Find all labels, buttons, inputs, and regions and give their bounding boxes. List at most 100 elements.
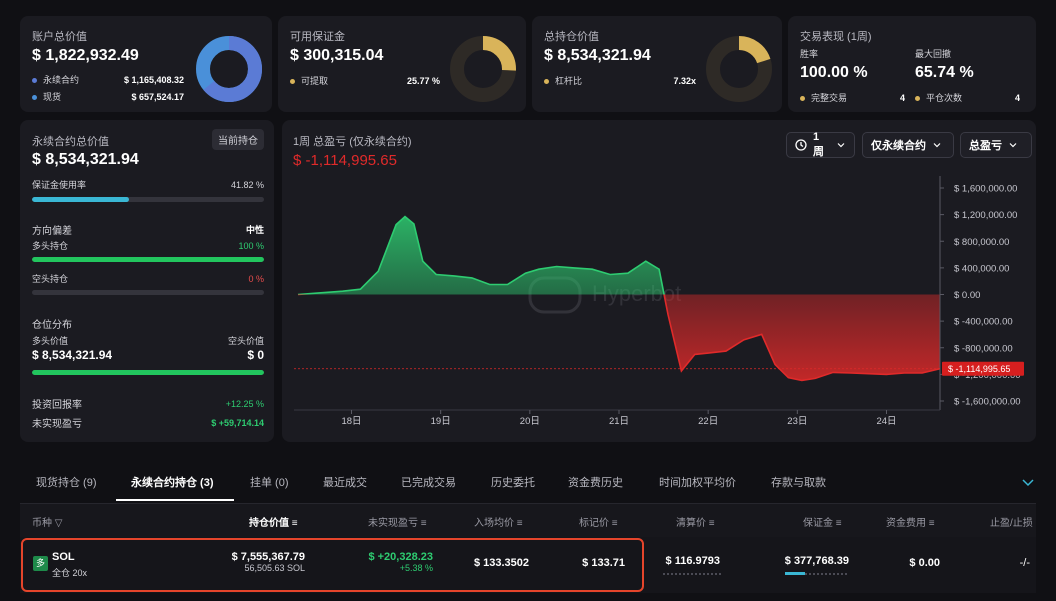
current-value-tag <box>942 361 1024 376</box>
period-dropdown[interactable]: 1周 <box>786 131 855 158</box>
x-tick-label: 22日 <box>698 416 718 427</box>
tab-twap[interactable]: 时间加权平均价 <box>659 477 736 489</box>
short-bar <box>32 290 264 295</box>
bias-value: 中性 <box>245 225 264 235</box>
area-layer <box>297 215 941 382</box>
closed-row: 平仓次数 4 <box>915 91 1020 104</box>
spot-dot <box>32 95 37 101</box>
margin-usage-value: 41.82 % <box>230 179 264 190</box>
perp-total-value: $ 8,534,321.94 <box>32 151 139 168</box>
y-tick-label: $ -1,600,000.00 <box>954 397 1021 408</box>
drawdown-label: 最大回撤 <box>915 49 952 59</box>
short-label: 空头持仓 <box>32 274 69 284</box>
closed-value: 4 <box>1014 92 1020 103</box>
perp-dot <box>32 78 37 84</box>
filter-icon: ▽ <box>54 518 63 529</box>
col-mark[interactable]: 标记价 ≡ <box>579 514 618 529</box>
bias-label: 方向偏差 <box>32 226 72 237</box>
donut-perp-arc <box>196 36 262 102</box>
withdraw-dot <box>290 79 295 85</box>
table-row[interactable] <box>20 537 1036 593</box>
col-upnl[interactable]: 未实现盈亏 ≡ <box>368 514 427 529</box>
performance-card: 交易表现 (1周) 胜率 最大回撤 100.00 % 65.74 % 完整交易 … <box>788 16 1036 112</box>
y-tick-label: $ 400,000.00 <box>954 263 1009 274</box>
roi-label: 投资回报率 <box>32 400 82 411</box>
spot-row: 现货 $ 657,524.17 <box>32 90 184 103</box>
upnl-label: 未实现盈亏 <box>32 419 82 430</box>
tab-recent-trades[interactable]: 最近成交 <box>323 477 367 489</box>
scope-dropdown[interactable]: 仅永续合约 <box>862 132 954 158</box>
tab-open-orders[interactable]: 挂单 (0) <box>250 477 289 489</box>
margin-donut-arc <box>450 36 516 102</box>
current-value-label: $ -1,114,995.65 <box>948 364 1010 374</box>
chevron-down-icon <box>933 143 941 148</box>
margin-usage-label: 保证金使用率 <box>32 180 87 190</box>
account-value-title: 账户总价值 <box>32 31 87 43</box>
performance-title: 交易表现 (1周) <box>800 31 872 43</box>
y-tick-label: $ 800,000.00 <box>954 237 1009 248</box>
margin-usage-row: 保证金使用率 41.82 % <box>32 178 264 191</box>
tpsl-value[interactable]: -/- <box>1019 557 1030 569</box>
tab-order-history[interactable]: 历史委托 <box>491 477 535 489</box>
col-position-value[interactable]: 持仓价值 ≡ <box>249 514 298 529</box>
col-liq[interactable]: 清算价 ≡ <box>676 514 715 529</box>
col-margin-label: 保证金 <box>803 518 833 529</box>
coin-name[interactable]: SOL <box>52 551 75 563</box>
y-tick-label: $ -800,000.00 <box>954 343 1013 354</box>
spot-label: 现货 <box>43 92 62 102</box>
margin-usage-fill <box>32 197 130 202</box>
position-value: $ 8,534,321.94 <box>544 47 651 64</box>
upnl-value: $ +59,714.14 <box>211 417 264 428</box>
col-tpsl-label: 止盈/止损 <box>990 518 1033 529</box>
margin-mode: 全仓 20x <box>52 568 88 578</box>
tab-deposits-withdrawals[interactable]: 存款与取款 <box>771 477 826 489</box>
tab-completed-trades[interactable]: 已完成交易 <box>401 477 456 489</box>
dist-values-row: $ 8,534,321.94 $ 0 <box>32 348 264 362</box>
margin-amount: $ 377,768.39 <box>784 555 849 567</box>
completed-row: 完整交易 4 <box>800 91 905 104</box>
tab-funding-history[interactable]: 资金费历史 <box>568 477 623 489</box>
chevron-down-icon <box>1009 143 1017 148</box>
drawdown-value: 65.74 % <box>915 64 974 81</box>
col-entry[interactable]: 入场均价 ≡ <box>474 514 523 529</box>
collapse-chevron-icon[interactable] <box>1021 475 1035 489</box>
short-row: 空头持仓 0 % <box>32 272 264 285</box>
sort-icon: ≡ <box>928 518 935 529</box>
position-donut-arc <box>706 36 772 102</box>
margin-donut <box>450 36 516 102</box>
perp-value: $ 1,165,408.32 <box>123 74 184 85</box>
entry-price: $ 133.3502 <box>473 557 529 569</box>
position-size: 56,505.63 SOL <box>244 563 305 573</box>
positive-line <box>297 215 665 295</box>
col-funding-label: 资金费用 <box>886 518 926 529</box>
col-margin[interactable]: 保证金 ≡ <box>803 514 842 529</box>
margin-value: $ 300,315.04 <box>290 47 384 64</box>
tab-spot-holdings[interactable]: 现货持仓 (9) <box>36 477 97 489</box>
active-tab-underline <box>116 499 234 501</box>
position-value: $ 7,555,367.79 <box>231 551 305 563</box>
current-position-badge[interactable]: 当前持仓 <box>212 129 264 150</box>
available-margin-card: 可用保证金 $ 300,315.04 可提取 25.77 % <box>278 16 526 112</box>
margin-title: 可用保证金 <box>290 31 345 43</box>
col-entry-label: 入场均价 <box>474 518 514 529</box>
col-funding[interactable]: 资金费用 ≡ <box>886 514 935 529</box>
axis-layer: $ 1,600,000.00 $ 1,200,000.00 $ 800,000.00… <box>294 176 1024 427</box>
x-tick-label: 20日 <box>520 416 540 427</box>
mark-price: $ 133.71 <box>582 557 625 569</box>
col-mark-label: 标记价 <box>579 518 609 529</box>
chart-title: 1周 总盈亏 (仅永续合约) <box>293 136 412 148</box>
completed-value: 4 <box>899 92 905 103</box>
long-row: 多头持仓 100 % <box>32 239 264 252</box>
upnl-percent: +5.38 % <box>399 563 433 573</box>
x-tick-label: 24日 <box>876 416 896 427</box>
withdraw-label: 可提取 <box>301 76 329 86</box>
negative-area <box>298 294 940 381</box>
upnl-cell: $ +20,328.23 +5.38 % <box>330 551 433 573</box>
sort-icon: ≡ <box>420 518 427 529</box>
x-tick-label: 23日 <box>787 416 807 427</box>
sort-icon: ≡ <box>291 518 298 529</box>
metric-dropdown[interactable]: 总盈亏 <box>960 132 1032 158</box>
tab-perp-positions[interactable]: 永续合约持仓 (3) <box>131 477 214 489</box>
perp-total-title: 永续合约总价值 <box>32 136 109 148</box>
col-coin[interactable]: 币种 ▽ <box>32 514 62 529</box>
